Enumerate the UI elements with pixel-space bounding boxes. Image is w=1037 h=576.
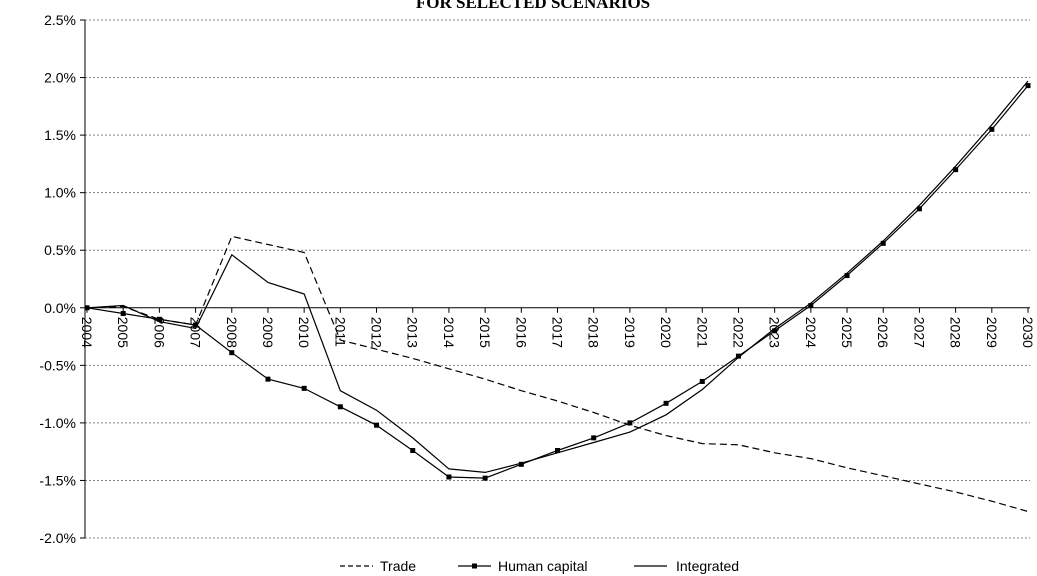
data-point — [735, 353, 741, 359]
data-point — [844, 273, 850, 279]
y-tick-label: 0.5% — [44, 242, 76, 258]
x-tick-label: 2024 — [803, 317, 819, 348]
data-point — [808, 302, 814, 308]
data-point — [482, 475, 488, 481]
data-point — [772, 328, 778, 334]
series-line-0 — [86, 235, 1029, 513]
x-tick-label: 2030 — [1020, 317, 1036, 348]
data-point — [663, 400, 669, 406]
y-tick-label: -1.0% — [39, 415, 76, 431]
y-tick-label: 1.0% — [44, 185, 76, 201]
series-group — [84, 80, 1031, 513]
legend-label: Human capital — [498, 558, 588, 574]
x-axis-ticks: 2004 2005 2006 2007 2008 2009 2010 2011 2012 2013… — [79, 307, 1036, 348]
x-tick-label: 2029 — [984, 317, 1000, 348]
gridlines — [85, 19, 1030, 539]
x-tick-label: 2017 — [550, 317, 566, 348]
data-point — [880, 240, 886, 246]
data-point — [627, 420, 633, 426]
data-point — [518, 461, 524, 467]
x-tick-label: 2008 — [224, 317, 240, 348]
data-point — [156, 316, 162, 322]
y-tick-label: -1.5% — [39, 472, 76, 488]
chart-title: FOR SELECTED SCENARIOS — [416, 0, 650, 12]
x-tick-label: 2007 — [188, 317, 204, 348]
x-tick-label: 2015 — [477, 317, 493, 348]
y-tick-label: 2.0% — [44, 70, 76, 86]
data-point — [193, 322, 199, 328]
series-line-2 — [86, 80, 1029, 474]
data-point — [953, 167, 959, 173]
data-point — [374, 422, 380, 428]
x-tick-label: 2021 — [694, 317, 710, 348]
x-tick-label: 2028 — [948, 317, 964, 348]
x-tick-label: 2026 — [875, 317, 891, 348]
x-tick-label: 2013 — [405, 317, 421, 348]
x-tick-label: 2016 — [513, 317, 529, 348]
x-tick-label: 2014 — [441, 317, 457, 348]
x-tick-label: 2025 — [839, 317, 855, 348]
data-point — [989, 126, 995, 132]
data-point — [301, 385, 307, 391]
x-tick-label: 2006 — [151, 317, 167, 348]
data-point — [229, 350, 235, 356]
x-tick-label: 2005 — [115, 317, 131, 348]
data-point — [410, 448, 416, 454]
data-point — [120, 311, 126, 317]
legend: Trade Human capital Integrated — [340, 558, 739, 574]
y-tick-label: 0.0% — [44, 300, 76, 316]
x-tick-label: 2010 — [296, 317, 312, 348]
y-axis-ticks: -2.0% -1.5% -1.0% -0.5% 0.0% 0.5% 1.0% 1.5% 2.0%… — [39, 12, 85, 546]
x-tick-label: 2009 — [260, 317, 276, 348]
legend-label: Trade — [380, 558, 416, 574]
y-tick-label: 2.5% — [44, 12, 76, 28]
x-tick-label: 2020 — [658, 317, 674, 348]
x-tick-label: 2027 — [911, 317, 927, 348]
data-point — [555, 448, 560, 454]
data-point — [446, 474, 452, 480]
y-tick-label: -0.5% — [39, 357, 76, 373]
legend-marker — [472, 563, 477, 569]
data-point — [699, 378, 705, 384]
x-tick-label: 2012 — [369, 317, 385, 348]
data-point — [1025, 83, 1031, 89]
x-tick-label: 2011 — [332, 317, 348, 347]
x-tick-label: 2004 — [79, 317, 95, 348]
legend-label: Integrated — [676, 558, 739, 574]
y-tick-label: -2.0% — [39, 530, 76, 546]
data-point — [265, 376, 271, 382]
series-line-1 — [86, 85, 1029, 479]
data-point — [591, 435, 597, 441]
data-point — [337, 404, 343, 410]
y-tick-label: 1.5% — [44, 127, 76, 143]
x-tick-label: 2022 — [730, 317, 746, 348]
x-tick-label: 2019 — [622, 317, 638, 348]
x-tick-label: 2018 — [586, 317, 602, 348]
axes — [84, 20, 1030, 538]
data-point — [916, 206, 922, 212]
